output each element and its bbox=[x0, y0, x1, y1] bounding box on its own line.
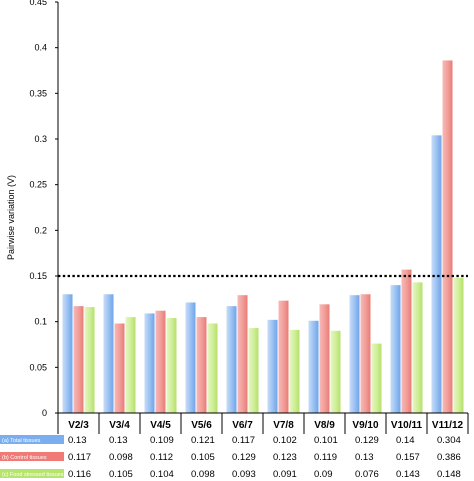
bar-v7-8-series-2 bbox=[278, 300, 289, 413]
category-label: V10/11 bbox=[391, 420, 423, 431]
category-label: V6/7 bbox=[232, 420, 253, 431]
bar-v6-7-series-3 bbox=[248, 328, 259, 413]
y-tick-label: 0.4 bbox=[34, 43, 47, 53]
bar-v4-5-series-1 bbox=[144, 313, 155, 413]
data-table-cell: 0.123 bbox=[273, 452, 297, 463]
y-tick-label: 0 bbox=[42, 408, 47, 418]
bar-v4-5-series-2 bbox=[155, 310, 166, 413]
bar-v5-6-series-3 bbox=[207, 323, 218, 413]
bar-v10-11-series-3 bbox=[412, 282, 423, 413]
category-label: V3/4 bbox=[109, 420, 130, 431]
bar-v2-3-series-3 bbox=[84, 307, 95, 413]
data-table-cell: 0.117 bbox=[232, 435, 255, 446]
data-table-cell: 0.104 bbox=[150, 469, 174, 480]
bar-v2-3-series-2 bbox=[73, 306, 84, 413]
data-table-cell: 0.091 bbox=[273, 469, 297, 480]
y-tick-label: 0.1 bbox=[34, 317, 47, 327]
category-label: V4/5 bbox=[150, 420, 171, 431]
bar-v8-9-series-3 bbox=[330, 330, 341, 413]
data-table-cell: 0.143 bbox=[396, 469, 420, 480]
bar-v5-6-series-1 bbox=[185, 302, 196, 413]
legend-label-series-3: (c) Food stressed tissues bbox=[2, 472, 64, 478]
data-table-cell: 0.129 bbox=[232, 452, 256, 463]
bar-v5-6-series-2 bbox=[196, 317, 207, 413]
data-table-cell: 0.304 bbox=[437, 435, 461, 446]
data-table-cell: 0.098 bbox=[109, 452, 133, 463]
data-table-cell: 0.112 bbox=[150, 452, 173, 463]
data-table-cell: 0.09 bbox=[314, 469, 333, 480]
category-label: V9/10 bbox=[352, 420, 379, 431]
bar-v3-4-series-3 bbox=[125, 317, 136, 413]
data-table-cell: 0.129 bbox=[355, 435, 379, 446]
data-table-cell: 0.098 bbox=[191, 469, 215, 480]
bar-v10-11-series-2 bbox=[401, 269, 412, 413]
data-table-cell: 0.116 bbox=[68, 469, 91, 480]
category-label: V5/6 bbox=[191, 420, 212, 431]
bar-v9-10-series-1 bbox=[349, 295, 360, 413]
y-tick-label: 0.25 bbox=[29, 180, 47, 190]
bar-v8-9-series-2 bbox=[319, 304, 330, 413]
bar-v7-8-series-3 bbox=[289, 329, 300, 413]
y-tick-label: 0.3 bbox=[34, 134, 47, 144]
data-table-cell: 0.13 bbox=[68, 435, 87, 446]
bar-v3-4-series-1 bbox=[103, 294, 114, 413]
bar-v10-11-series-1 bbox=[390, 285, 401, 413]
y-tick-label: 0.05 bbox=[29, 362, 47, 372]
data-table-cell: 0.13 bbox=[355, 452, 374, 463]
category-label: V8/9 bbox=[314, 420, 335, 431]
legend-label-series-1: (a) Total tissues bbox=[2, 438, 41, 444]
y-tick-label: 0.2 bbox=[34, 225, 47, 235]
legend-key-series-1 bbox=[0, 435, 64, 444]
bar-v11-12-series-1 bbox=[431, 135, 442, 413]
y-tick-label: 0.45 bbox=[29, 0, 47, 7]
data-table-cell: 0.148 bbox=[437, 469, 461, 480]
data-table-cell: 0.13 bbox=[109, 435, 128, 446]
data-table-cell: 0.076 bbox=[355, 469, 379, 480]
data-table-cell: 0.117 bbox=[68, 452, 91, 463]
y-tick-label: 0.15 bbox=[29, 271, 47, 281]
y-tick-label: 0.35 bbox=[29, 88, 47, 98]
bar-v3-4-series-2 bbox=[114, 323, 125, 413]
bar-v9-10-series-2 bbox=[360, 294, 371, 413]
bar-v8-9-series-1 bbox=[308, 320, 319, 413]
category-label: V7/8 bbox=[273, 420, 294, 431]
data-table-cell: 0.119 bbox=[314, 452, 337, 463]
bar-v11-12-series-2 bbox=[442, 60, 453, 413]
category-label: V11/12 bbox=[432, 420, 464, 431]
data-table-cell: 0.109 bbox=[150, 435, 174, 446]
legend-key-series-3 bbox=[0, 469, 64, 478]
y-axis-title: Pairwise variation (V) bbox=[6, 175, 16, 260]
legend-label-series-2: (b) Control tissues bbox=[2, 455, 47, 461]
bar-v7-8-series-1 bbox=[267, 319, 278, 413]
data-table-cell: 0.157 bbox=[396, 452, 420, 463]
data-table-cell: 0.102 bbox=[273, 435, 297, 446]
bar-v6-7-series-1 bbox=[226, 306, 237, 413]
data-table-cell: 0.14 bbox=[396, 435, 415, 446]
legend-key-series-2 bbox=[0, 452, 64, 461]
data-table-cell: 0.121 bbox=[191, 435, 215, 446]
bar-v11-12-series-3 bbox=[453, 277, 464, 413]
data-table-cell: 0.105 bbox=[191, 452, 215, 463]
data-table-cell: 0.386 bbox=[437, 452, 461, 463]
bar-v6-7-series-2 bbox=[237, 295, 248, 413]
data-table-cell: 0.105 bbox=[109, 469, 133, 480]
data-table-cell: 0.093 bbox=[232, 469, 256, 480]
bar-v2-3-series-1 bbox=[62, 294, 73, 413]
bar-v9-10-series-3 bbox=[371, 343, 382, 413]
category-label: V2/3 bbox=[68, 420, 89, 431]
bar-v4-5-series-3 bbox=[166, 318, 177, 413]
data-table-cell: 0.101 bbox=[314, 435, 338, 446]
